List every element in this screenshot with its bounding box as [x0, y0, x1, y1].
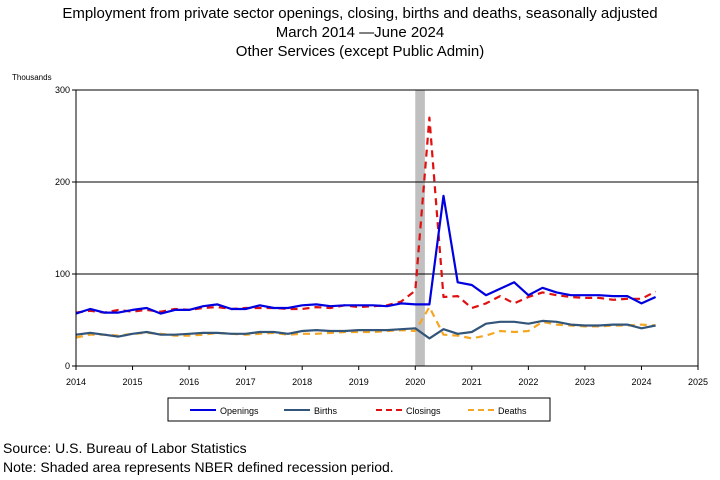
y-tick-label: 100 — [55, 269, 70, 279]
x-tick-label: 2025 — [688, 377, 708, 387]
x-tick-label: 2014 — [66, 377, 86, 387]
series-line-births — [75, 319, 656, 340]
x-tick-label: 2024 — [631, 377, 651, 387]
chart-title-block: Employment from private sector openings,… — [0, 4, 720, 61]
x-tick-label: 2021 — [462, 377, 482, 387]
series-layer — [75, 116, 657, 340]
legend-box — [167, 397, 551, 422]
legend: Openings Births Closings Deaths — [167, 397, 551, 422]
x-tick-label: 2015 — [123, 377, 143, 387]
source-note: Source: U.S. Bureau of Labor Statistics — [3, 440, 247, 456]
x-axis: 2014 2015 2016 2017 2018 2019 2020 2021 2022 2023… — [66, 366, 708, 387]
y-tick-label: 300 — [55, 85, 70, 95]
legend-label-closings: Closings — [406, 406, 441, 416]
series-line-closings — [75, 116, 657, 314]
chart-title: Employment from private sector openings,… — [62, 5, 658, 22]
legend-label-openings: Openings — [220, 406, 259, 416]
x-tick-label: 2017 — [236, 377, 256, 387]
recession-note: Note: Shaded area represents NBER define… — [3, 459, 394, 475]
plot-frame — [75, 89, 699, 367]
x-tick-label: 2018 — [292, 377, 312, 387]
x-tick-label: 2019 — [349, 377, 369, 387]
chart-subtitle-industry: Other Services (except Public Admin) — [235, 43, 485, 60]
chart-subtitle-dates: March 2014 —June 2024 — [275, 24, 445, 41]
legend-label-births: Births — [314, 406, 338, 416]
y-axis: 0 100 200 300 — [55, 85, 76, 371]
x-tick-label: 2020 — [405, 377, 425, 387]
x-tick-label: 2023 — [575, 377, 595, 387]
x-tick-label: 2016 — [179, 377, 199, 387]
x-tick-label: 2022 — [518, 377, 538, 387]
legend-label-deaths: Deaths — [498, 406, 527, 416]
y-tick-label: 0 — [65, 361, 70, 371]
gridlines — [76, 181, 698, 275]
y-axis-label: Thousands — [12, 73, 52, 82]
y-tick-label: 200 — [55, 177, 70, 187]
series-line-openings — [75, 194, 657, 315]
